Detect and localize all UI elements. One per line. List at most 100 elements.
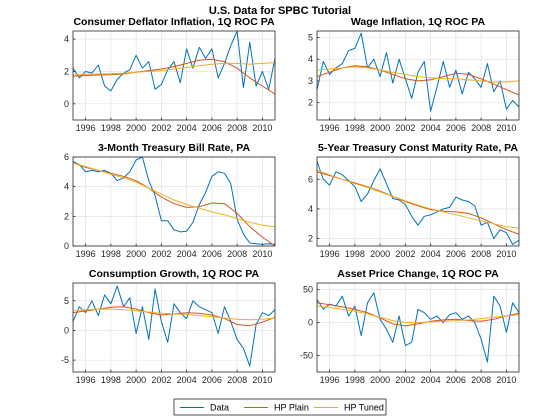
series-line-data [73, 157, 275, 245]
x-tick-label: 2004 [177, 123, 197, 133]
series-line-hp-plain [73, 162, 275, 246]
x-tick-label: 2002 [151, 123, 171, 133]
y-tick-label: 0 [64, 325, 69, 335]
series-line-data [73, 285, 275, 367]
subplots: 1996 1998 2000 2002 2004 2006 2008 2010024Consu… [61, 16, 520, 385]
x-tick-label: 2002 [395, 375, 415, 385]
plot-area [317, 283, 519, 372]
plot-area [73, 283, 275, 372]
x-tick-label: 2010 [496, 249, 516, 259]
x-tick-label: 2010 [252, 375, 272, 385]
x-tick-label: 2010 [252, 123, 272, 133]
x-tick-label: 2002 [151, 249, 171, 259]
x-tick-label: 1998 [101, 123, 121, 133]
y-tick-label: 3 [308, 76, 313, 86]
x-tick-label: 1996 [320, 249, 340, 259]
axes-box [316, 156, 520, 247]
x-tick-label: 2006 [202, 249, 222, 259]
x-tick-label: 2000 [126, 375, 146, 385]
axes-box [72, 282, 276, 373]
x-tick-label: 2002 [395, 123, 415, 133]
subplot-3: 1996 1998 2000 2002 2004 2006 2008 2010 0 2 4 6 3-Mo… [64, 142, 276, 259]
x-tick-label: 2008 [227, 249, 247, 259]
y-tick-label: 4 [308, 204, 313, 214]
y-tick-label: 0 [308, 318, 313, 328]
y-tick-label: 4 [64, 34, 69, 44]
legend-box [173, 398, 387, 416]
series-line-data [73, 31, 275, 92]
legend: Data HP Plain HP Tuned [173, 398, 387, 416]
legend-label-hp-plain: HP Plain [274, 403, 309, 413]
axes-box [316, 282, 520, 373]
series-line-hp-plain [317, 65, 519, 96]
x-tick-label: 2002 [151, 375, 171, 385]
x-tick-label: 2000 [370, 123, 390, 133]
x-tick-label: 1998 [345, 123, 365, 133]
y-tick-label: 2 [308, 234, 313, 244]
series-line-hp-plain [73, 58, 275, 95]
series-line-data [317, 292, 519, 363]
y-tick-label: 0 [64, 99, 69, 109]
x-tick-label: 2006 [446, 249, 466, 259]
y-tick-label: 4 [308, 54, 313, 64]
axes-box [72, 156, 276, 247]
x-tick-label: 2010 [496, 375, 516, 385]
x-tick-label: 2010 [496, 123, 516, 133]
subplot-title: 5-Year Treasury Const Maturity Rate, PA [318, 142, 518, 154]
y-tick-label: 5 [308, 33, 313, 43]
subplot-title: Consumer Deflator Inflation, 1Q ROC PA [73, 16, 274, 28]
subplot-title: Consumption Growth, 1Q ROC PA [89, 268, 260, 280]
series-line-data [317, 32, 519, 112]
y-tick-label: -5 [61, 355, 69, 365]
x-tick-label: 1996 [76, 123, 96, 133]
x-tick-label: 2004 [421, 375, 441, 385]
x-tick-label: 2008 [227, 375, 247, 385]
series-line-hp-tuned [73, 162, 275, 228]
x-tick-label: 2002 [395, 249, 415, 259]
legend-label-data: Data [210, 403, 229, 413]
axes-box [72, 30, 276, 121]
x-tick-label: 2006 [202, 375, 222, 385]
series-line-hp-tuned [73, 62, 275, 76]
x-tick-label: 2000 [370, 249, 390, 259]
series-line-hp-plain [317, 302, 519, 327]
x-tick-label: 2008 [227, 123, 247, 133]
series-line-hp-tuned [73, 308, 275, 321]
figure-title: U.S. Data for SPBC Tutorial [209, 5, 351, 17]
y-tick-label: 2 [64, 66, 69, 76]
subplot-6: 1996 1998 2000 2002 2004 2006 2008 2010 -50 0 50 As… [300, 268, 520, 385]
subplot-2: 1996 1998 2000 2002 2004 2006 2008 2010 2 3 4 5 Wage… [308, 16, 520, 133]
subplot-1: 1996 1998 2000 2002 2004 2006 2008 2010 0 2 4 Consu… [64, 16, 276, 133]
x-tick-label: 2008 [471, 249, 491, 259]
x-tick-label: 1996 [320, 375, 340, 385]
x-tick-label: 1998 [345, 249, 365, 259]
x-tick-label: 1998 [345, 375, 365, 385]
y-tick-label: 5 [64, 296, 69, 306]
x-tick-label: 2004 [177, 249, 197, 259]
x-tick-label: 2000 [126, 123, 146, 133]
series-line-hp-tuned [317, 169, 519, 229]
x-tick-label: 2000 [370, 375, 390, 385]
x-tick-label: 1998 [101, 375, 121, 385]
y-tick-label: 2 [64, 211, 69, 221]
subplot-4: 1996 1998 2000 2002 2004 2006 2008 2010 2 4 6 5-Yea… [308, 142, 520, 259]
y-tick-label: 50 [303, 285, 313, 295]
legend-label-hp-tuned: HP Tuned [344, 403, 384, 413]
y-tick-label: 6 [308, 174, 313, 184]
series-line-hp-tuned [317, 66, 519, 83]
subplot-title: Wage Inflation, 1Q ROC PA [351, 16, 486, 28]
x-tick-label: 2008 [471, 375, 491, 385]
subplot-title: 3-Month Treasury Bill Rate, PA [98, 142, 251, 154]
x-tick-label: 2010 [252, 249, 272, 259]
subplot-title: Asset Price Change, 1Q ROC PA [337, 268, 499, 280]
x-tick-label: 2006 [202, 123, 222, 133]
x-tick-label: 1998 [101, 249, 121, 259]
plot-area [317, 31, 519, 120]
y-tick-label: -50 [300, 351, 313, 361]
subplot-5: 1996 1998 2000 2002 2004 2006 2008 2010 -5 0 5 Cons… [61, 268, 276, 385]
x-tick-label: 2004 [421, 249, 441, 259]
series-line-hp-tuned [317, 305, 519, 324]
y-tick-label: 6 [64, 152, 69, 162]
plot-area [317, 157, 519, 246]
